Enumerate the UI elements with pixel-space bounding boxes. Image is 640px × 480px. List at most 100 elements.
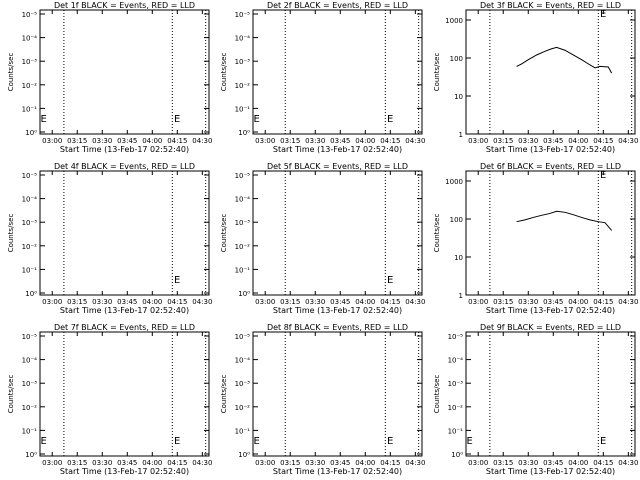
x-tick-label: 03:30: [305, 298, 325, 306]
x-tick-label: 04:30: [192, 298, 212, 306]
e-marker-label: E: [600, 170, 606, 181]
x-axis-label: Start Time (13-Feb-17 02:52:40): [273, 467, 402, 476]
x-tick-label: 03:15: [280, 459, 300, 467]
x-tick-label: 04:30: [192, 459, 212, 467]
x-tick-label: 04:30: [618, 298, 638, 306]
y-axis-label: Counts/sec: [433, 214, 441, 253]
x-axis-label: Start Time (13-Feb-17 02:52:40): [486, 306, 615, 315]
x-tick-label: 03:00: [42, 459, 62, 467]
x-axis-label: Start Time (13-Feb-17 02:52:40): [273, 145, 402, 154]
x-tick-label: 03:30: [92, 137, 112, 145]
x-tick-label: 03:00: [255, 298, 275, 306]
x-tick-label: 03:15: [493, 459, 513, 467]
y-axis-label: Counts/sec: [433, 375, 441, 414]
y-tick-label: 10⁻³: [22, 380, 38, 388]
y-tick-label: 10⁻²: [22, 404, 38, 412]
panel-title: Det 6f BLACK = Events, RED = LLD: [480, 162, 621, 171]
y-tick-label: 10⁻¹: [22, 427, 38, 435]
detector-panel: Det 2f BLACK = Events, RED = LLD Counts/s…: [220, 1, 425, 154]
e-marker-label: E: [600, 436, 606, 447]
y-tick-label: 10⁻¹: [235, 427, 251, 435]
x-tick-label: 04:00: [355, 298, 375, 306]
x-tick-label: 04:00: [568, 459, 588, 467]
y-axis-label: Counts/sec: [220, 214, 228, 253]
detector-panel: Det 3f BLACK = Events, RED = LLD Counts/s…: [433, 1, 638, 154]
y-tick-label: 10⁻³: [235, 58, 251, 66]
plot-frame: [39, 170, 210, 296]
e-marker-label: E: [41, 114, 47, 125]
panel-title: Det 8f BLACK = Events, RED = LLD: [267, 323, 408, 332]
y-tick-label: 10⁻¹: [22, 105, 38, 113]
plot-frame: [465, 9, 636, 135]
x-tick-label: 04:15: [380, 137, 400, 145]
e-marker-label: E: [174, 436, 180, 447]
y-tick-label: 10⁻⁴: [235, 35, 251, 43]
x-tick-label: 04:15: [380, 459, 400, 467]
y-tick-label: 10: [454, 93, 463, 101]
y-tick-label: 10⁻¹: [235, 105, 251, 113]
x-tick-label: 04:30: [618, 459, 638, 467]
plot-frame: [39, 9, 210, 135]
x-tick-label: 03:45: [117, 298, 137, 306]
x-tick-label: 03:00: [42, 137, 62, 145]
y-tick-label: 10⁰: [25, 129, 37, 137]
panel-title: Det 4f BLACK = Events, RED = LLD: [54, 162, 195, 171]
x-tick-label: 03:45: [543, 459, 563, 467]
y-tick-label: 10⁻³: [22, 219, 38, 227]
x-tick-label: 03:30: [92, 459, 112, 467]
x-tick-label: 03:00: [468, 137, 488, 145]
y-tick-label: 10⁻²: [235, 404, 251, 412]
panel-title: Det 2f BLACK = Events, RED = LLD: [267, 1, 408, 10]
y-tick-label: 10⁻¹: [22, 266, 38, 274]
y-tick-label: 10⁻⁴: [22, 196, 38, 204]
x-tick-label: 03:30: [518, 298, 538, 306]
x-tick-label: 03:00: [468, 459, 488, 467]
x-tick-label: 04:15: [167, 137, 187, 145]
y-tick-label: 10⁻³: [22, 58, 38, 66]
x-tick-label: 04:00: [568, 137, 588, 145]
x-tick-label: 03:30: [92, 298, 112, 306]
detector-panel: Det 4f BLACK = Events, RED = LLD Counts/s…: [7, 162, 212, 315]
y-tick-label: 10⁻⁴: [22, 35, 38, 43]
y-tick-label: 10⁻⁴: [235, 357, 251, 365]
y-tick-label: 10⁻²: [22, 243, 38, 251]
plot-frame: [252, 9, 423, 135]
x-tick-label: 03:45: [330, 298, 350, 306]
y-tick-label: 10⁻²: [448, 404, 464, 412]
x-tick-label: 03:15: [67, 137, 87, 145]
y-tick-label: 10⁰: [238, 129, 250, 137]
x-tick-label: 04:15: [167, 459, 187, 467]
y-tick-label: 10⁻⁵: [22, 11, 38, 19]
x-tick-label: 04:15: [593, 459, 613, 467]
y-tick-label: 10⁰: [25, 451, 37, 459]
plot-frame: [465, 170, 636, 296]
detector-panel: Det 6f BLACK = Events, RED = LLD Counts/s…: [433, 162, 638, 315]
y-tick-label: 10⁻⁵: [235, 172, 251, 180]
x-axis-label: Start Time (13-Feb-17 02:52:40): [486, 145, 615, 154]
e-marker-label: E: [254, 436, 260, 447]
detector-panel: Det 8f BLACK = Events, RED = LLD Counts/s…: [220, 323, 425, 476]
x-tick-label: 03:15: [493, 137, 513, 145]
x-tick-label: 03:45: [330, 137, 350, 145]
x-tick-label: 03:45: [117, 459, 137, 467]
x-tick-label: 04:30: [618, 137, 638, 145]
plot-frame: [39, 331, 210, 457]
x-tick-label: 04:15: [593, 298, 613, 306]
x-tick-label: 04:30: [192, 137, 212, 145]
e-marker-label: E: [600, 9, 606, 20]
x-tick-label: 04:30: [405, 137, 425, 145]
y-tick-label: 10⁰: [238, 451, 250, 459]
x-axis-label: Start Time (13-Feb-17 02:52:40): [486, 467, 615, 476]
x-tick-label: 03:00: [255, 459, 275, 467]
x-tick-label: 03:15: [493, 298, 513, 306]
x-tick-label: 04:30: [405, 459, 425, 467]
x-tick-label: 03:30: [518, 137, 538, 145]
x-axis-label: Start Time (13-Feb-17 02:52:40): [60, 145, 189, 154]
y-tick-label: 10: [454, 254, 463, 262]
x-tick-label: 03:45: [330, 459, 350, 467]
y-tick-label: 10⁻⁵: [235, 11, 251, 19]
x-tick-label: 03:15: [67, 459, 87, 467]
x-tick-label: 04:15: [593, 137, 613, 145]
x-tick-label: 04:15: [380, 298, 400, 306]
y-tick-label: 10⁻³: [235, 380, 251, 388]
